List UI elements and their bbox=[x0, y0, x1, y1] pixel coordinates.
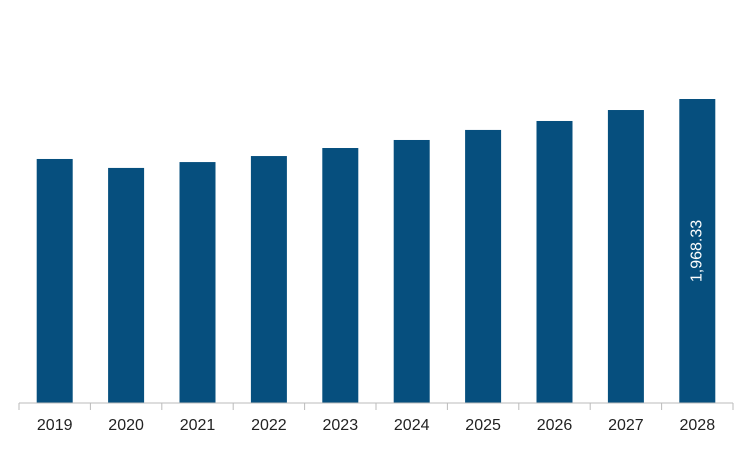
x-tick-label: 2020 bbox=[108, 417, 144, 434]
x-tick-label: 2028 bbox=[680, 417, 716, 434]
x-tick-label: 2024 bbox=[394, 417, 430, 434]
x-tick-label: 2025 bbox=[465, 417, 501, 434]
bar bbox=[607, 110, 644, 404]
x-tick-label: 2022 bbox=[251, 417, 287, 434]
bar bbox=[179, 162, 216, 403]
x-tick-label: 2027 bbox=[608, 417, 644, 434]
bar bbox=[393, 139, 430, 403]
x-tick-label: 2026 bbox=[537, 417, 573, 434]
bar bbox=[108, 167, 145, 403]
bar bbox=[322, 148, 359, 403]
bar bbox=[679, 99, 716, 403]
bar bbox=[36, 158, 73, 403]
bar bbox=[465, 129, 502, 403]
value-label: 1,968.33 bbox=[689, 220, 706, 282]
x-tick-label: 2023 bbox=[323, 417, 359, 434]
x-tick-label: 2019 bbox=[37, 417, 73, 434]
bar bbox=[250, 156, 287, 403]
bar bbox=[536, 120, 573, 404]
x-tick-label: 2021 bbox=[180, 417, 216, 434]
